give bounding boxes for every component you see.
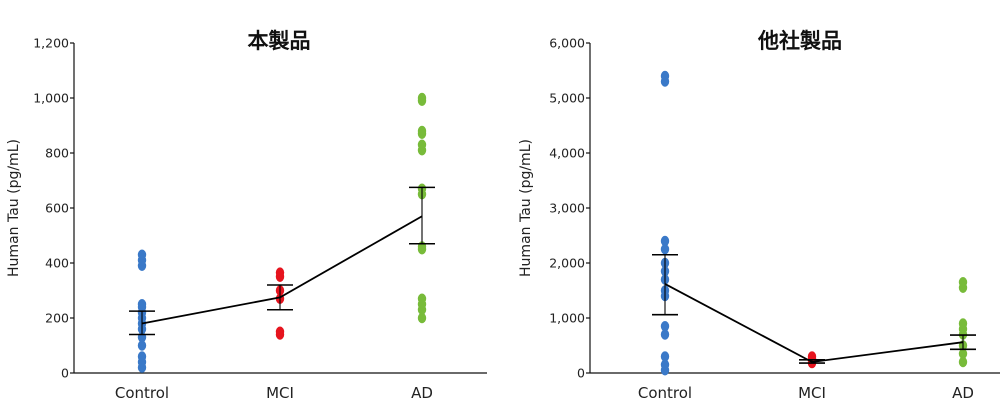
data-point — [275, 326, 285, 337]
x-category-label: Control — [638, 384, 692, 402]
chart-panel-product: 本製品 Human Tau (pg/mL) 0 200 400 600 800 1,000 1,… — [6, 29, 487, 402]
y-tick-label: 0 — [577, 366, 585, 381]
data-point — [137, 340, 147, 351]
data-point — [660, 351, 670, 362]
y-tick-label: 800 — [45, 146, 69, 161]
data-point — [417, 125, 427, 137]
data-point — [275, 267, 285, 278]
data-point — [137, 249, 147, 260]
x-category-label: Control — [115, 384, 169, 402]
data-point — [417, 139, 427, 150]
y-tick-label: 4,000 — [549, 146, 585, 161]
data-point — [660, 329, 670, 340]
data-point — [958, 318, 968, 329]
chart-title: 他社製品 — [757, 29, 842, 53]
y-axis-label: Human Tau (pg/mL) — [6, 139, 22, 277]
y-tick-label: 2,000 — [549, 256, 585, 271]
data-point — [660, 235, 670, 247]
data-point — [958, 348, 968, 359]
data-point — [417, 92, 427, 104]
y-tick-label: 1,000 — [549, 311, 585, 326]
chart-title: 本製品 — [248, 29, 311, 53]
data-point — [137, 351, 147, 362]
data-point — [417, 312, 427, 324]
x-category-label: AD — [411, 384, 433, 402]
data-point — [660, 359, 670, 370]
data-point — [660, 244, 670, 255]
data-point — [137, 299, 147, 310]
x-category-label: MCI — [798, 384, 826, 402]
y-tick-label: 0 — [61, 366, 69, 381]
y-tick-label: 1,000 — [33, 91, 69, 106]
data-point — [417, 293, 427, 304]
x-category-label: AD — [952, 384, 974, 402]
chart-panel-competitor: 他社製品 Human Tau (pg/mL) 0 1,000 2,000 3,000 4,0… — [518, 29, 1000, 402]
y-tick-label: 200 — [45, 311, 69, 326]
y-tick-label: 3,000 — [549, 201, 585, 216]
data-point — [660, 321, 670, 332]
data-point — [660, 70, 670, 82]
y-tick-label: 400 — [45, 256, 69, 271]
mean-line — [664, 283, 964, 363]
y-tick-label: 5,000 — [549, 91, 585, 106]
data-point — [958, 356, 968, 368]
x-category-label: MCI — [266, 384, 294, 402]
y-tick-label: 6,000 — [549, 36, 585, 51]
y-tick-label: 600 — [45, 201, 69, 216]
y-axis-label: Human Tau (pg/mL) — [518, 139, 534, 277]
y-tick-label: 1,200 — [33, 36, 69, 51]
mean-line — [141, 215, 423, 325]
data-point — [958, 277, 968, 288]
